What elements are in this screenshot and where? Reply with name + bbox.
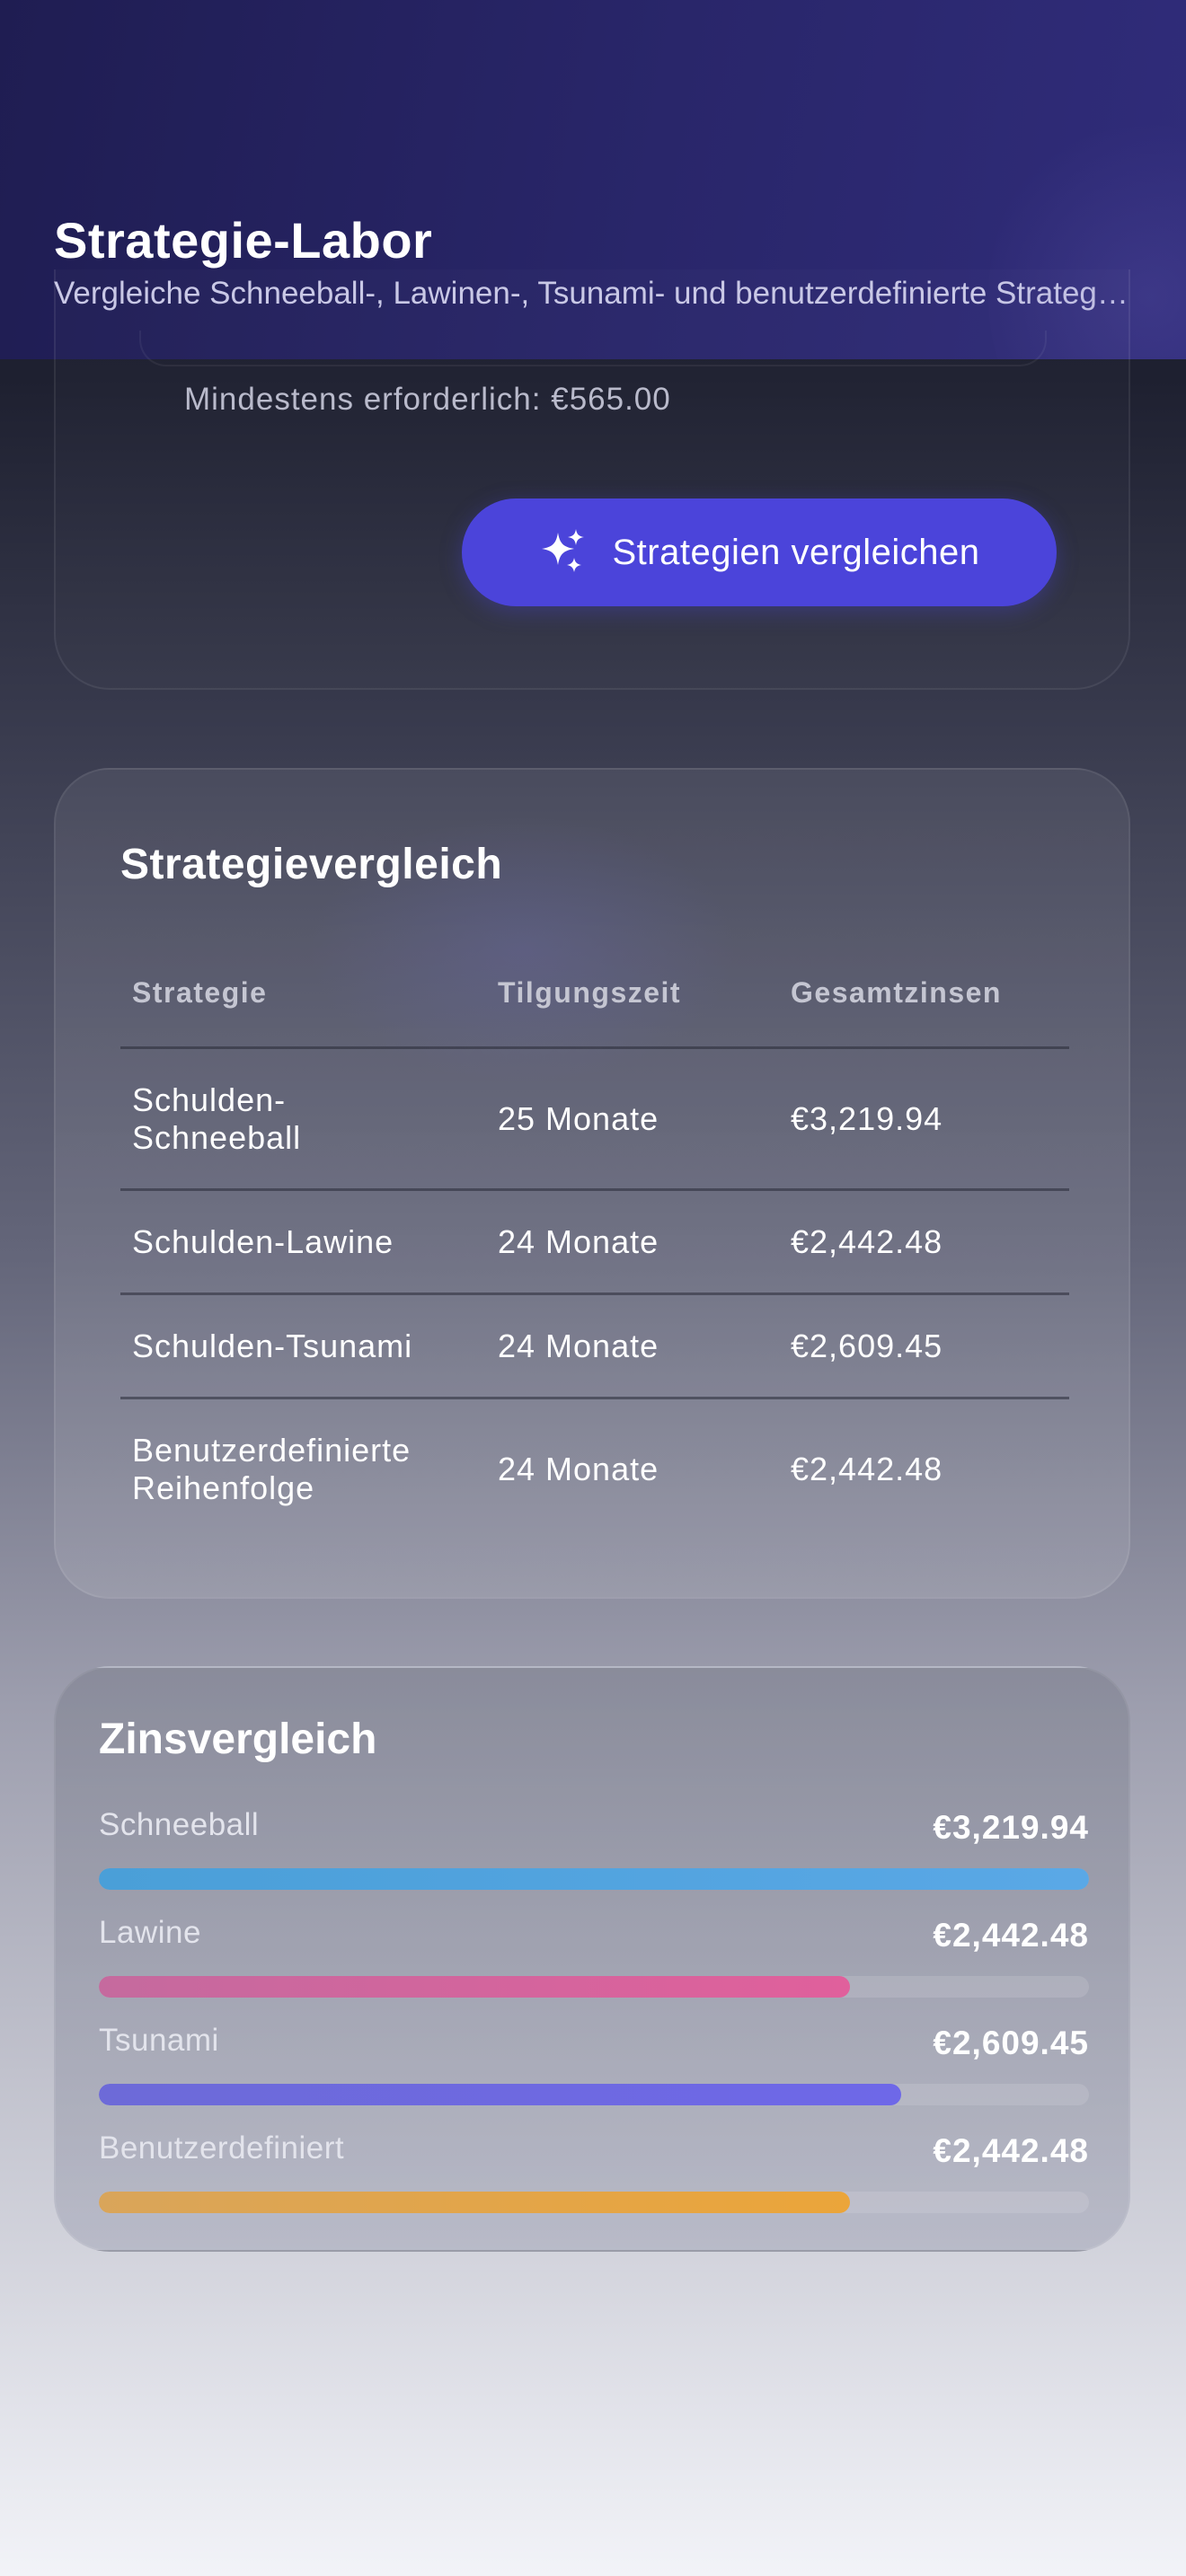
payoff-time: 24 Monate xyxy=(498,1222,659,1260)
total-interest: €3,219.94 xyxy=(791,1099,943,1137)
table-header: Strategie Tilgungszeit Gesamtzinsen xyxy=(120,945,1069,1049)
interest-bar-tsunami: Tsunami €2,609.45 xyxy=(99,2023,1089,2105)
bar-track xyxy=(99,1868,1089,1890)
table-row: Benutzerdefinierte Reihenfolge 24 Monate… xyxy=(120,1399,1069,1539)
strategy-setup-card xyxy=(54,269,1130,690)
sparkles-icon xyxy=(542,529,585,572)
compare-strategies-button[interactable]: Strategien vergleichen xyxy=(462,498,1057,606)
strategy-name: Schulden-Tsunami xyxy=(132,1327,413,1364)
bar-value: €2,442.48 xyxy=(933,1917,1089,1954)
table-row: Schulden-Tsunami 24 Monate €2,609.45 xyxy=(120,1295,1069,1399)
bar-value: €2,609.45 xyxy=(933,2025,1089,2061)
interest-bar-custom: Benutzerdefiniert €2,442.48 xyxy=(99,2130,1089,2213)
payoff-time: 24 Monate xyxy=(498,1327,659,1364)
table-row: Schulden-Schneeball 25 Monate €3,219.94 xyxy=(120,1049,1069,1191)
interest-comparison-card: Zinsvergleich Schneeball €3,219.94 Lawin… xyxy=(54,1666,1130,2252)
interest-comparison-title: Zinsvergleich xyxy=(99,1716,377,1763)
table-row: Schulden-Lawine 24 Monate €2,442.48 xyxy=(120,1191,1069,1295)
bar-fill xyxy=(99,1976,850,1998)
bar-track xyxy=(99,1976,1089,1998)
payoff-time: 25 Monate xyxy=(498,1099,659,1137)
bar-fill xyxy=(99,1868,1089,1890)
bar-fill xyxy=(99,2192,850,2213)
interest-bar-avalanche: Lawine €2,442.48 xyxy=(99,1915,1089,1998)
strategy-table: Strategie Tilgungszeit Gesamtzinsen Schu… xyxy=(120,945,1069,1539)
bar-value: €2,442.48 xyxy=(933,2132,1089,2169)
bar-value: €3,219.94 xyxy=(933,1809,1089,1846)
total-interest: €2,442.48 xyxy=(791,1450,943,1487)
bar-label: Lawine xyxy=(99,1915,201,1950)
bar-fill xyxy=(99,2084,902,2105)
payoff-time: 24 Monate xyxy=(498,1450,659,1487)
page-title: Strategie-Labor xyxy=(54,212,433,269)
interest-bar-snowball: Schneeball €3,219.94 xyxy=(99,1807,1089,1890)
strategy-comparison-title: Strategievergleich xyxy=(120,841,503,888)
column-header-payoff-time: Tilgungszeit xyxy=(498,976,682,1009)
minimum-required-text: Mindestens erforderlich: €565.00 xyxy=(184,382,671,417)
strategy-name: Benutzerdefinierte Reihenfolge xyxy=(132,1431,412,1506)
bar-track xyxy=(99,2192,1089,2213)
column-header-strategy: Strategie xyxy=(132,976,268,1009)
compare-strategies-label: Strategien vergleichen xyxy=(612,532,980,572)
bar-label: Schneeball xyxy=(99,1807,260,1842)
app-header: Strategie-Labor Vergleiche Schneeball-, … xyxy=(0,0,1186,359)
total-interest: €2,442.48 xyxy=(791,1222,943,1260)
bar-label: Benutzerdefiniert xyxy=(99,2130,345,2166)
column-header-total-interest: Gesamtzinsen xyxy=(791,976,1002,1009)
payment-input-field[interactable] xyxy=(139,331,1047,366)
bar-label: Tsunami xyxy=(99,2023,219,2058)
total-interest: €2,609.45 xyxy=(791,1327,943,1364)
strategy-name: Schulden-Schneeball xyxy=(132,1081,302,1156)
strategy-name: Schulden-Lawine xyxy=(132,1222,394,1260)
bar-track xyxy=(99,2084,1089,2105)
strategy-comparison-card: Strategievergleich Strategie Tilgungszei… xyxy=(54,768,1130,1599)
